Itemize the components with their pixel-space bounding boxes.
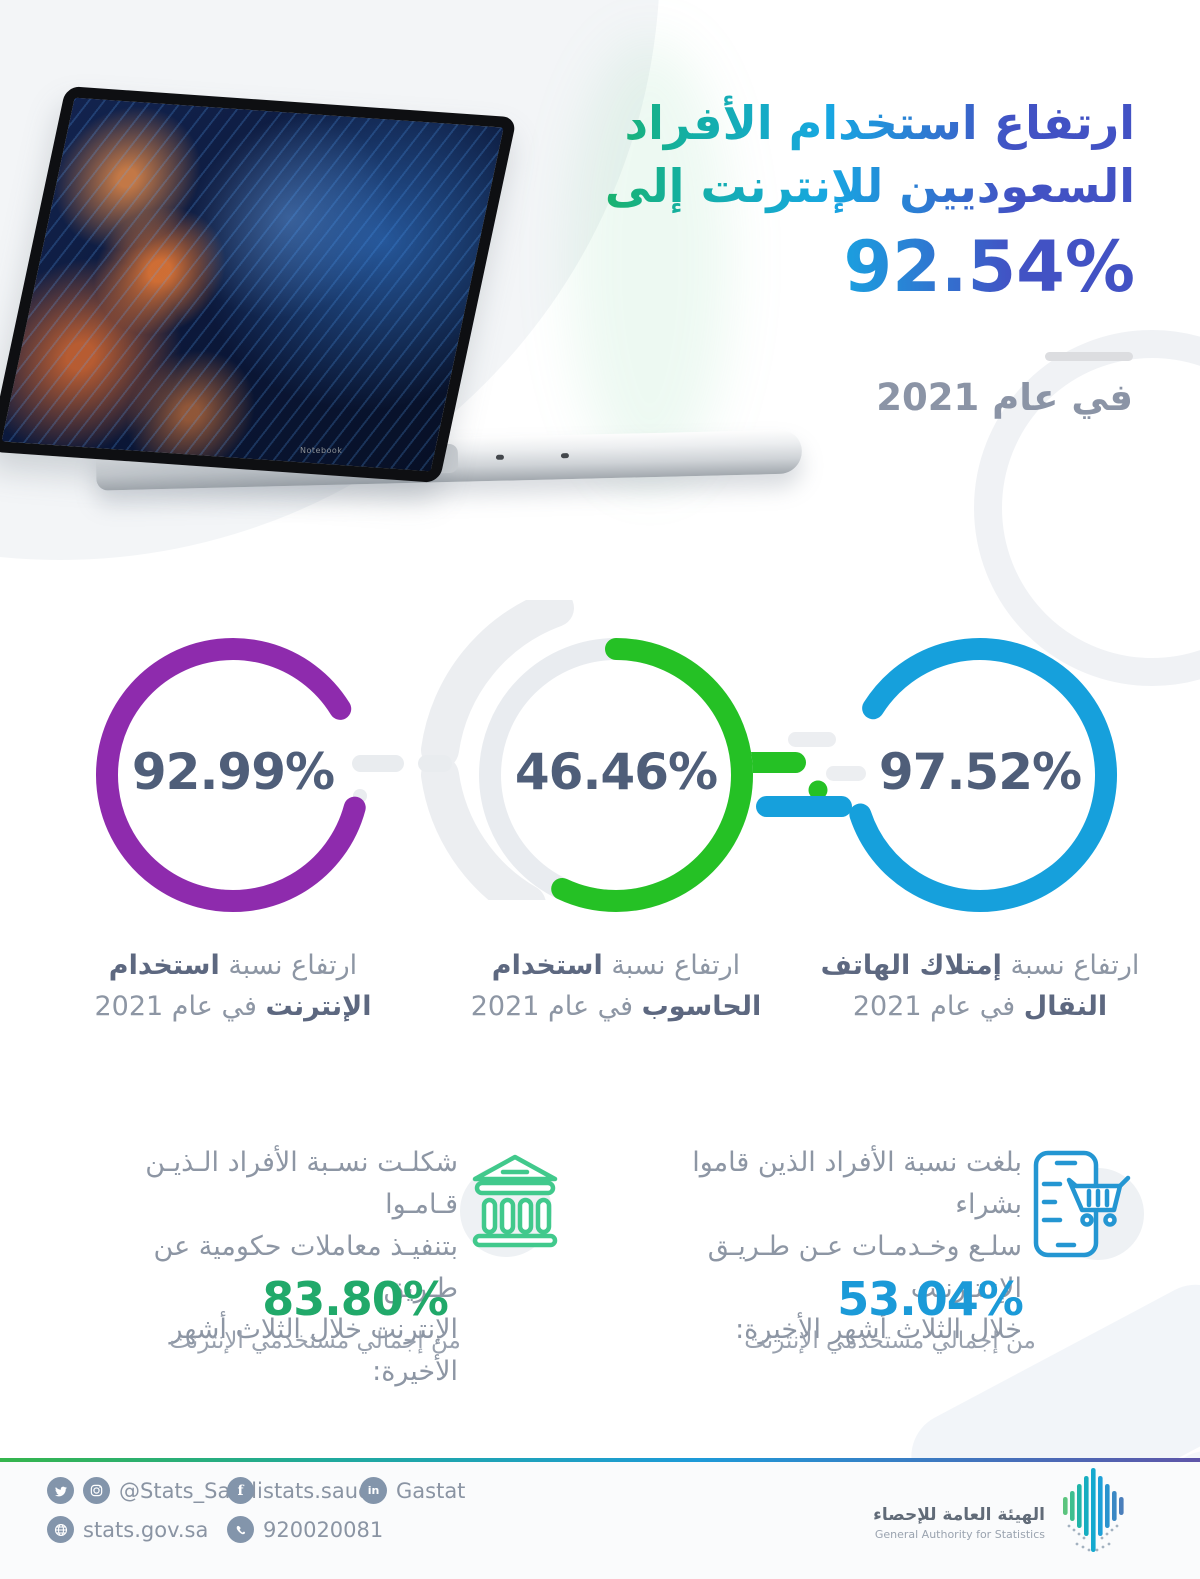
title-percentage: 92.54%	[843, 225, 1135, 308]
footer-social-row-2a: stats.gov.sa	[47, 1516, 208, 1543]
gov-stat-line: الإنترنت خلال الثلاث أشهر الأخيرة:	[169, 1314, 458, 1388]
caption-text: ارتفاع نسبة	[1010, 950, 1140, 981]
caption-text: في عام 2021	[94, 990, 257, 1022]
gov-stat-value: 83.80%	[262, 1272, 449, 1326]
laptop-screen	[0, 86, 517, 484]
footer	[0, 1462, 1200, 1579]
gov-stat-line: شكلـت نسـبة الأفراد الـذيـن قـامـوا	[145, 1147, 458, 1220]
caption-bold: استخدام	[108, 950, 220, 981]
caption-text: ارتفاع نسبة	[228, 950, 358, 981]
ring-internet-caption: ارتفاع نسبة استخدام الإنترنت في عام 2021	[68, 946, 398, 1027]
ring-internet-usage	[96, 638, 370, 912]
caption-text: ارتفاع نسبة	[611, 950, 741, 981]
caption-bold: إمتلاك الهاتف	[820, 950, 1002, 981]
footer-divider-line	[0, 1458, 1200, 1462]
footer-social-row-2b: 920020081	[227, 1516, 383, 1543]
instagram-icon	[83, 1477, 110, 1504]
gov-stat-caption: من إجمالي مستخدمي الإنترنت	[169, 1328, 461, 1354]
twitter-icon	[47, 1477, 74, 1504]
org-name-english: General Authority for Statistics	[874, 1528, 1045, 1541]
ring-computer-caption: ارتفاع نسبة استخدام الحاسوب في عام 2021	[451, 946, 781, 1027]
title-divider	[1045, 352, 1133, 361]
shopping-stat-line: خلال الثلاث أشهر الأخيرة:	[735, 1314, 1022, 1346]
shopping-stat-caption: من إجمالي مستخدمي الإنترنت	[744, 1328, 1036, 1354]
caption-text: في عام 2021	[470, 990, 634, 1022]
footer-social-row-1c: in Gastat	[360, 1477, 465, 1504]
caption-bold: الحاسوب	[641, 990, 762, 1022]
shopping-stat-value: 53.04%	[837, 1272, 1024, 1326]
org-name-arabic: الهيئة العامة للإحصاء	[873, 1505, 1045, 1525]
gov-stat-text: شكلـت نسـبة الأفراد الـذيـن قـامـوا بتنف…	[78, 1142, 458, 1393]
phone-number: 920020081	[263, 1517, 384, 1542]
shopping-stat-text: بلغت نسبة الأفراد الذين قاموا بشراء سلـع…	[622, 1142, 1022, 1351]
ring-computer-usage	[479, 638, 753, 912]
ring-internet-value: 92.99%	[131, 743, 335, 801]
page-title: ارتفاع استخدام الأفراد السعوديين للإنترن…	[577, 92, 1135, 306]
background-green-wash	[570, 40, 730, 480]
gastat-logo-icon	[1063, 1468, 1124, 1552]
caption-bold: النقال	[1023, 990, 1108, 1022]
caption-bold: الإنترنت	[265, 990, 372, 1022]
caption-text: في عام 2021	[852, 990, 1016, 1022]
title-year: في عام 2021	[876, 376, 1133, 419]
ring-mobile-caption: ارتفاع نسبة إمتلاك الهاتف النقال في عام …	[815, 946, 1145, 1027]
caption-bold: استخدام	[491, 950, 603, 981]
ring-mobile-ownership	[843, 638, 1117, 912]
website-url: stats.gov.sa	[83, 1517, 209, 1542]
ring-connector-decor	[352, 600, 866, 900]
title-line-1: ارتفاع استخدام الأفراد	[624, 96, 1135, 150]
facebook-handle: stats.saudi	[263, 1478, 378, 1503]
bank-icon	[472, 1154, 558, 1248]
facebook-icon: f	[227, 1477, 254, 1504]
laptop-brand-label: Notebook	[300, 446, 343, 455]
gov-stat-line: بتنفيـذ معاملات حكومية عن طـريق	[153, 1230, 458, 1304]
linkedin-icon: in	[360, 1477, 387, 1504]
shopping-stat-line: سلـع وخـدمـات عـن طـريـق الإنـتـرنـت	[707, 1230, 1022, 1304]
footer-social-row-1b: f stats.saudi	[227, 1477, 377, 1504]
linkedin-handle: Gastat	[396, 1478, 466, 1503]
title-line-2: السعوديين للإنترنت إلى	[604, 159, 1135, 214]
phone-icon	[227, 1516, 254, 1543]
ring-mobile-value: 97.52%	[878, 743, 1082, 801]
globe-icon	[47, 1516, 74, 1543]
shopping-stat-line: بلغت نسبة الأفراد الذين قاموا بشراء	[692, 1147, 1022, 1220]
phone-cart-icon	[1033, 1150, 1131, 1258]
ring-computer-value: 46.46%	[514, 743, 718, 801]
